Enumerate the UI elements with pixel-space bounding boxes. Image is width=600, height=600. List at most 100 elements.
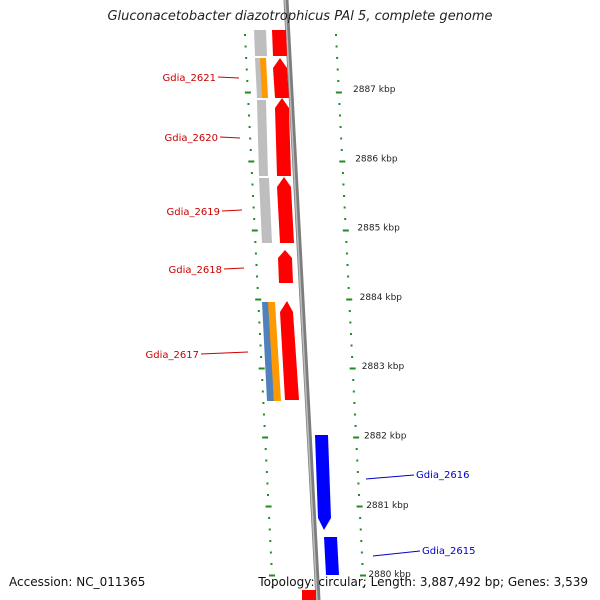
major-tick-right — [339, 160, 346, 163]
gene-label[interactable]: Gdia_2619 — [167, 207, 220, 218]
genome-title: Gluconacetobacter diazotrophicus PAl 5, … — [107, 9, 493, 24]
major-tick-left — [244, 91, 251, 94]
minor-tick-right — [340, 149, 343, 151]
genome-backbone — [283, 0, 321, 600]
minor-tick-right — [348, 310, 351, 312]
minor-tick-right — [347, 287, 350, 289]
minor-tick-right — [352, 379, 355, 381]
minor-tick-left — [262, 402, 265, 404]
gene-arrow-2616 — [315, 435, 331, 530]
minor-tick-left — [255, 264, 258, 266]
gene-arrow-2618 — [278, 250, 293, 283]
minor-tick-right — [355, 448, 358, 450]
minor-tick-left — [267, 494, 269, 496]
scale-tick-label: 2887 kbp — [353, 85, 396, 95]
gene-leader-line — [221, 209, 243, 212]
gene-label[interactable]: Gdia_2621 — [163, 73, 216, 84]
minor-tick-left — [261, 379, 264, 381]
minor-tick-left — [254, 252, 257, 255]
minor-tick-right — [356, 471, 359, 473]
gene-partial-top — [272, 30, 287, 56]
major-tick-right — [342, 229, 349, 232]
major-tick-left — [255, 298, 262, 301]
minor-tick-left — [256, 287, 259, 289]
minor-tick-left — [270, 563, 273, 565]
minor-tick-left — [244, 34, 246, 36]
minor-tick-left — [262, 413, 265, 416]
major-tick-right — [349, 367, 356, 370]
gene-arrow-2615 — [324, 537, 339, 575]
minor-tick-right — [340, 137, 343, 140]
minor-tick-right — [353, 402, 356, 404]
minor-tick-right — [335, 45, 338, 48]
gene-leader-line — [200, 351, 249, 355]
minor-tick-right — [342, 183, 345, 186]
scale-tick-label: 2881 kbp — [366, 501, 409, 511]
minor-tick-right — [341, 172, 344, 174]
minor-tick-left — [263, 425, 266, 427]
minor-tick-right — [343, 195, 346, 197]
major-tick-right — [346, 298, 353, 301]
major-tick-left — [251, 229, 258, 232]
major-tick-right — [353, 436, 360, 439]
minor-tick-right — [339, 126, 342, 128]
minor-tick-left — [265, 459, 268, 462]
minor-tick-right — [335, 34, 337, 36]
minor-tick-right — [345, 252, 348, 255]
minor-tick-left — [264, 448, 267, 450]
minor-tick-left — [266, 482, 269, 485]
scale-tick-label: 2886 kbp — [355, 154, 398, 164]
minor-tick-left — [261, 390, 264, 393]
minor-tick-left — [248, 114, 251, 117]
major-tick-left — [258, 367, 265, 370]
minor-tick-left — [256, 275, 259, 278]
minor-tick-right — [351, 356, 354, 358]
minor-tick-left — [269, 540, 272, 542]
major-tick-right — [335, 91, 342, 94]
gene-arrow-2619 — [277, 177, 294, 243]
minor-tick-left — [251, 183, 254, 186]
major-tick-left — [262, 436, 269, 439]
minor-tick-right — [350, 344, 353, 347]
minor-tick-left — [245, 68, 248, 71]
minor-tick-right — [337, 80, 340, 82]
tick-labels: 2887 kbp 2886 kbp 2885 kbp 2884 kbp 2883 kbp… — [353, 85, 411, 580]
scale-tick-label: 2884 kbp — [360, 293, 403, 303]
minor-tick-right — [361, 563, 364, 565]
gene-leader-line — [365, 474, 415, 480]
minor-tick-right — [338, 103, 341, 105]
minor-tick-left — [257, 310, 260, 312]
gene-arrow-2620 — [275, 98, 291, 176]
minor-tick-left — [269, 551, 272, 554]
minor-tick-left — [250, 172, 253, 174]
scale-tick-label: 2883 kbp — [362, 362, 405, 372]
gray-feature-2619 — [259, 178, 272, 243]
minor-tick-right — [345, 241, 348, 243]
gene-label[interactable]: Gdia_2618 — [169, 265, 222, 276]
steelblue-feature-2617 — [262, 302, 274, 401]
minor-tick-right — [344, 218, 347, 220]
minor-tick-right — [359, 517, 362, 519]
gene-label[interactable]: Gdia_2620 — [165, 133, 218, 144]
gene-label[interactable]: Gdia_2616 — [416, 470, 469, 481]
accession-text: Accession: NC_011365 — [9, 575, 148, 589]
gene-label[interactable]: Gdia_2617 — [146, 350, 199, 361]
minor-tick-right — [356, 459, 359, 462]
minor-tick-right — [347, 275, 350, 278]
major-tick-left — [269, 574, 276, 577]
major-tick-left — [265, 505, 272, 508]
topology-text: Topology: circular; Length: 3,887,492 bp… — [258, 575, 588, 589]
minor-tick-left — [248, 126, 251, 128]
gray-feature-top — [254, 30, 267, 56]
minor-tick-right — [358, 494, 360, 496]
minor-tick-left — [252, 206, 255, 209]
minor-tick-left — [245, 57, 248, 59]
major-tick-left — [248, 160, 255, 163]
gene-leader-line — [217, 76, 240, 79]
minor-tick-left — [258, 333, 261, 335]
minor-tick-left — [247, 103, 250, 105]
minor-tick-right — [362, 586, 365, 588]
gene-label[interactable]: Gdia_2615 — [422, 546, 475, 557]
minor-tick-left — [249, 149, 252, 151]
minor-tick-right — [336, 57, 339, 59]
